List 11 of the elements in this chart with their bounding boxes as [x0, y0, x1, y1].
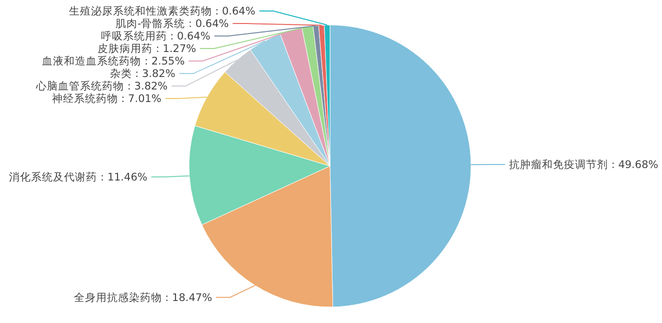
slice-label: 血液和造血系统药物 : 2.55% [42, 54, 185, 68]
slice-label: 消化系统及代谢药 : 11.46% [9, 170, 148, 184]
slice-label: 生殖泌尿系统和性激素类药物 : 0.64% [68, 4, 256, 18]
slice-label: 全身用抗感染药物 : 18.47% [74, 290, 212, 304]
slice-label: 杂类 : 3.82% [110, 67, 176, 80]
slice-label: 呼吸系统用药 : 0.64% [100, 30, 210, 43]
slice-label: 皮肤病用药 : 1.27% [98, 42, 196, 56]
slice-label: 肌肉-骨骼系统 : 0.64% [115, 17, 229, 30]
slice-label: 心脑血管系统药物 : 3.82% [35, 80, 168, 93]
slice-label: 抗肿瘤和免疫调节剂 : 49.68% [508, 158, 658, 172]
slice-label: 神经系统药物 : 7.01% [52, 92, 162, 106]
